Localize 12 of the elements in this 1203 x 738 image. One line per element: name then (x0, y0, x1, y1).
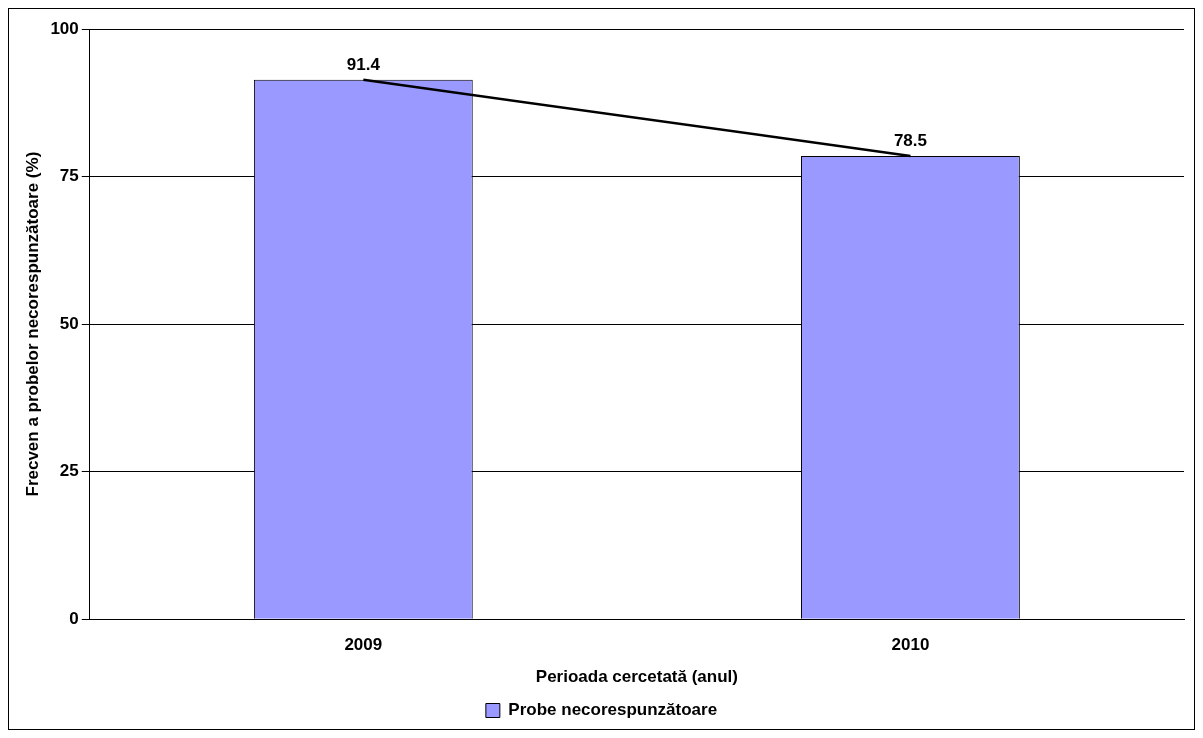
y-tick-label: 50 (59, 313, 79, 333)
y-axis-title: Frecven a probelor necorespunzătoare (%) (22, 151, 42, 497)
x-tick-label: 2010 (891, 635, 930, 655)
data-label: 91.4 (346, 54, 381, 74)
y-tick-label: 75 (59, 166, 79, 186)
x-axis-title: Perioada cercetată (anul) (535, 667, 738, 687)
legend-label: Probe necorespunzătoare (508, 700, 718, 720)
y-tick-label: 100 (50, 18, 79, 38)
data-label: 78.5 (893, 131, 927, 151)
x-tick-label: 2009 (344, 635, 383, 655)
y-tick-label: 25 (59, 461, 79, 481)
y-tick-label: 0 (69, 608, 79, 628)
